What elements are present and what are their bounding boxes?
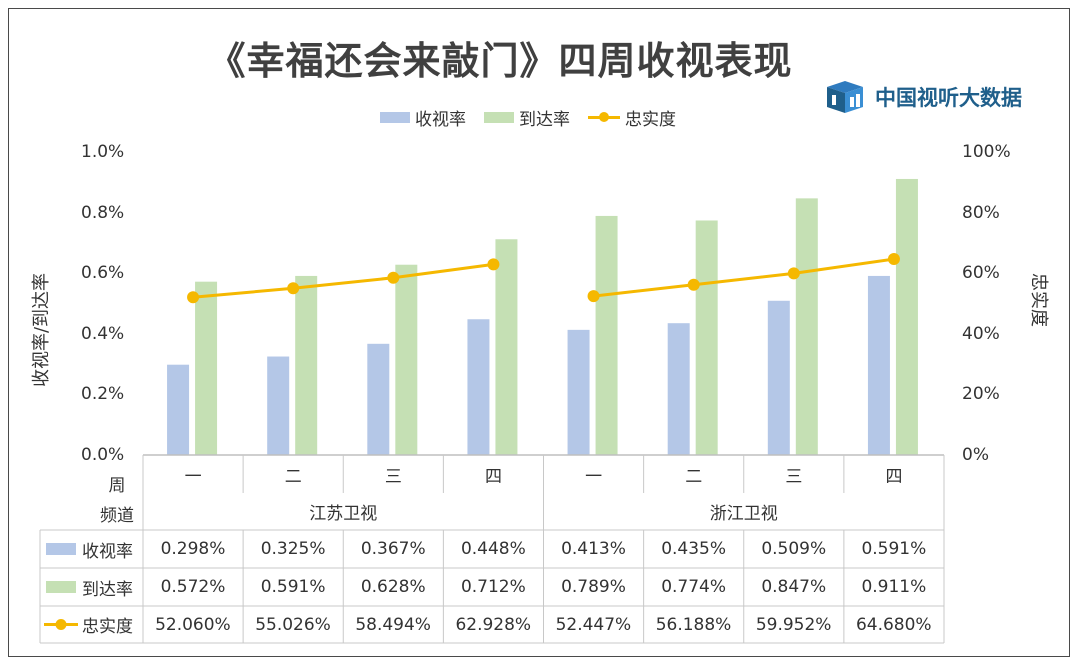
table-cell-value: 0.509% [761, 539, 827, 559]
y-tick-label: 0.4% [81, 323, 125, 344]
reach-bar [595, 215, 618, 455]
table-cell-value: 0.847% [761, 577, 827, 597]
legend-swatch-reach [484, 112, 514, 123]
legend-label-rating: 收视率 [415, 110, 466, 130]
rating-bar [267, 356, 290, 455]
table-header-week: 周 [108, 475, 126, 496]
loyalty-point [487, 258, 500, 271]
x-group-label-channel: 浙江卫视 [709, 504, 778, 524]
legend-swatch-loyalty [588, 112, 620, 123]
table-row-label: 收视率 [82, 541, 133, 562]
table-cell-value: 0.774% [661, 577, 727, 597]
rating-bar [467, 319, 490, 455]
rating-bar [767, 300, 790, 455]
loyalty-point [687, 278, 700, 291]
table-cell-value: 0.628% [360, 577, 426, 597]
x-tick-label-week: 一 [184, 466, 202, 487]
legend-item-rating: 收视率 [380, 105, 466, 130]
table-cell-value: 0.572% [160, 577, 226, 597]
chart-frame [8, 8, 1070, 657]
brand-logo-text: 中国视听大数据 [875, 85, 1022, 110]
y2-tick-label: 40% [962, 323, 1000, 344]
chart-title: 《幸福还会来敲门》四周收视表现 [207, 39, 793, 83]
y2-tick-label: 60% [962, 263, 1000, 284]
x-group-label-channel: 江苏卫视 [309, 504, 378, 524]
loyalty-point [787, 267, 800, 280]
chart-cube-logo-icon [827, 81, 863, 113]
reach-bar [695, 220, 718, 455]
table-cell-value: 52.447% [555, 614, 632, 635]
reach-bar [295, 275, 318, 455]
x-tick-label-week: 四 [885, 466, 903, 487]
table-cell-value: 0.367% [360, 539, 426, 559]
table-cell-value: 55.026% [255, 614, 331, 635]
legend-label-reach: 到达率 [519, 110, 570, 130]
legend-item-loyalty: 忠实度 [588, 105, 676, 130]
reach-bar [495, 239, 518, 455]
x-tick-label-week: 四 [484, 466, 502, 487]
table-row-label: 到达率 [82, 579, 133, 600]
table-cell-value: 56.188% [655, 614, 732, 635]
table-cell-value: 0.591% [861, 539, 927, 559]
legend-item-reach: 到达率 [484, 105, 570, 130]
y2-tick-label: 80% [962, 202, 1000, 223]
y-tick-label: 0.8% [81, 202, 125, 223]
legend-label-loyalty: 忠实度 [625, 110, 676, 130]
rating-bar [167, 364, 190, 455]
loyalty-line-segment [192, 262, 494, 299]
table-cell-value: 0.911% [861, 577, 927, 597]
table-cell-value: 64.680% [855, 614, 932, 635]
table-cell-value: 0.325% [260, 539, 326, 559]
x-tick-label-week: 二 [685, 466, 703, 487]
y-tick-label: 0.0% [81, 445, 125, 465]
table-legend-swatch [46, 543, 76, 555]
loyalty-point [387, 271, 400, 284]
rating-bar [867, 275, 890, 455]
chart-legend: 收视率 到达率 忠实度 [380, 105, 694, 130]
table-header-channel: 频道 [100, 505, 134, 526]
table-cell-value: 58.494% [355, 614, 431, 635]
loyalty-line-segment [593, 257, 895, 298]
y-tick-label: 1.0% [81, 142, 125, 162]
reach-bar [795, 198, 818, 455]
loyalty-point [587, 290, 600, 303]
table-cell-value: 0.712% [460, 577, 526, 597]
y-tick-label: 0.6% [81, 263, 125, 284]
table-cell-value: 0.789% [561, 577, 626, 597]
y2-tick-label: 100% [962, 142, 1011, 162]
y2-tick-label: 20% [962, 384, 1000, 405]
table-legend-swatch-dot [55, 619, 67, 630]
table-row-label: 忠实度 [82, 617, 133, 637]
rating-bar [667, 323, 690, 455]
brand-logo: 中国视听大数据 [823, 79, 1022, 115]
table-cell-value: 0.591% [260, 577, 326, 597]
y-tick-label: 0.2% [81, 384, 125, 405]
reach-bar [395, 264, 418, 455]
loyalty-point [887, 253, 900, 266]
table-cell-value: 0.435% [661, 539, 727, 559]
loyalty-point [187, 291, 200, 304]
reach-bar [195, 281, 218, 455]
table-cell-value: 0.298% [160, 539, 226, 559]
table-legend-swatch [46, 581, 76, 593]
x-tick-label-week: 三 [785, 466, 803, 487]
table-cell-value: 62.928% [455, 614, 532, 635]
table-cell-value: 0.413% [561, 539, 626, 559]
table-cell-value: 52.060% [155, 614, 231, 635]
x-tick-label-week: 一 [585, 466, 603, 487]
rating-bar [567, 329, 590, 455]
rating-bar [367, 343, 390, 455]
loyalty-point [287, 282, 300, 295]
legend-swatch-rating [380, 112, 410, 123]
x-tick-label-week: 三 [384, 466, 402, 487]
reach-bar [895, 178, 918, 456]
table-cell-value: 59.952% [755, 614, 832, 635]
y2-tick-label: 0% [962, 445, 989, 465]
x-tick-label-week: 二 [284, 466, 302, 487]
table-cell-value: 0.448% [460, 539, 526, 559]
